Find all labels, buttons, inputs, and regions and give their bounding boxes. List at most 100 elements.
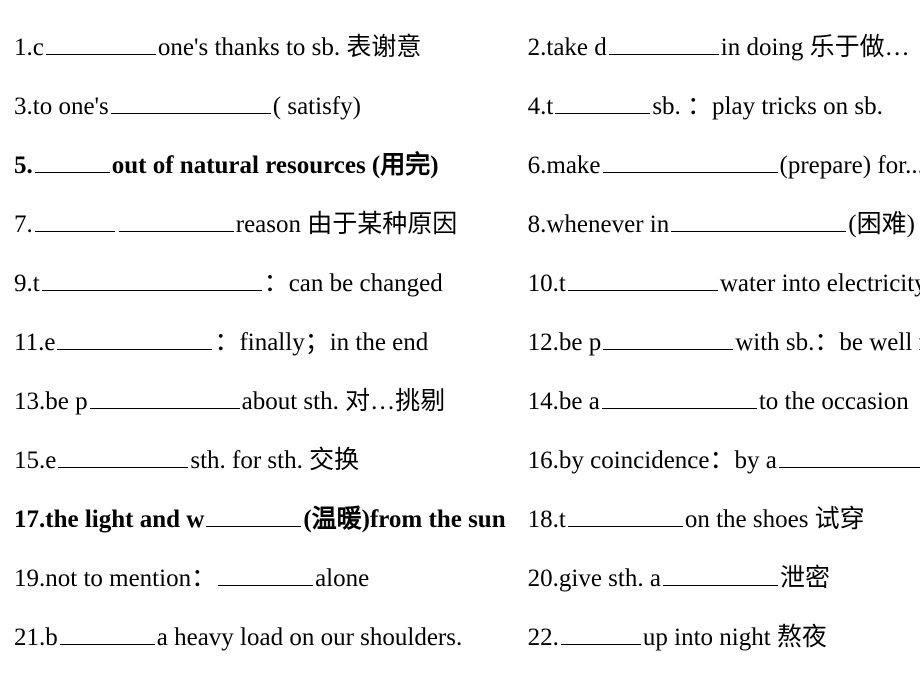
worksheet-item: 8. whenever in (困难) bbox=[528, 195, 920, 254]
fill-blank[interactable] bbox=[603, 152, 778, 173]
fill-blank[interactable] bbox=[603, 329, 733, 350]
pre-text: take d bbox=[546, 18, 606, 77]
item-number: 6. bbox=[528, 136, 547, 195]
fill-blank[interactable] bbox=[111, 93, 271, 114]
pre-text: e bbox=[45, 431, 56, 490]
fill-blank[interactable] bbox=[90, 388, 240, 409]
fill-blank[interactable] bbox=[35, 152, 110, 173]
worksheet-grid: 1. c one's thanks to sb. 表谢意2. take d in… bbox=[14, 18, 906, 667]
worksheet-item: 22. up into night 熬夜 bbox=[528, 608, 920, 667]
pre-text: be a bbox=[559, 372, 600, 431]
pre-text: c bbox=[33, 18, 44, 77]
fill-blank[interactable] bbox=[46, 34, 156, 55]
item-number: 16. bbox=[528, 431, 559, 490]
item-number: 22. bbox=[528, 608, 559, 667]
fill-blank[interactable] bbox=[57, 329, 212, 350]
worksheet-item: 9. t：can be changed bbox=[14, 254, 506, 313]
worksheet-item: 6. make (prepare) for... bbox=[528, 136, 920, 195]
post-text: (温暖)from the sun bbox=[303, 490, 505, 549]
worksheet-item: 5. out of natural resources (用完) bbox=[14, 136, 506, 195]
fill-blank[interactable] bbox=[555, 93, 650, 114]
post-text: ：finally；in the end bbox=[214, 313, 428, 372]
post-text: (prepare) for... bbox=[780, 136, 920, 195]
worksheet-item: 13. be p about sth. 对…挑剔 bbox=[14, 372, 506, 431]
worksheet-item: 12. be p with sb.：be well received bbox=[528, 313, 920, 372]
pre-text: not to mention： bbox=[45, 549, 216, 608]
pre-text: give sth. a bbox=[559, 549, 661, 608]
item-number: 2. bbox=[528, 18, 547, 77]
item-number: 13. bbox=[14, 372, 45, 431]
item-number: 19. bbox=[14, 549, 45, 608]
pre-text: by coincidence：by a bbox=[559, 431, 777, 490]
item-number: 7. bbox=[14, 195, 33, 254]
fill-blank[interactable] bbox=[206, 506, 301, 527]
worksheet-item: 18. t on the shoes 试穿 bbox=[528, 490, 920, 549]
fill-blank[interactable] bbox=[609, 34, 719, 55]
worksheet-item: 16.by coincidence：by a bbox=[528, 431, 920, 490]
item-number: 18. bbox=[528, 490, 559, 549]
item-number: 8. bbox=[528, 195, 547, 254]
post-text: in doing 乐于做… bbox=[721, 18, 910, 77]
pre-text: the light and w bbox=[45, 490, 204, 549]
fill-blank[interactable] bbox=[602, 388, 757, 409]
item-number: 21. bbox=[14, 608, 45, 667]
post-text: with sb.：be well received bbox=[735, 313, 920, 372]
worksheet-item: 2. take d in doing 乐于做… bbox=[528, 18, 920, 77]
fill-blank[interactable] bbox=[119, 211, 234, 232]
item-number: 11. bbox=[14, 313, 44, 372]
pre-text: t bbox=[559, 490, 566, 549]
pre-text: b bbox=[45, 608, 58, 667]
worksheet-item: 21. b a heavy load on our shoulders. bbox=[14, 608, 506, 667]
fill-blank[interactable] bbox=[42, 270, 262, 291]
post-text: sb. ：play tricks on sb. bbox=[652, 77, 883, 136]
post-text: ( satisfy) bbox=[273, 77, 361, 136]
post-text: water into electricity(变) bbox=[720, 254, 920, 313]
worksheet-item: 15. e sth. for sth. 交换 bbox=[14, 431, 506, 490]
pre-text: t bbox=[546, 77, 553, 136]
post-text: out of natural resources (用完) bbox=[112, 136, 439, 195]
post-text: 泄密 bbox=[780, 549, 830, 608]
worksheet-item: 3. to one's ( satisfy) bbox=[14, 77, 506, 136]
worksheet-item: 7. reason 由于某种原因 bbox=[14, 195, 506, 254]
item-number: 12. bbox=[528, 313, 559, 372]
pre-text: be p bbox=[45, 372, 87, 431]
fill-blank[interactable] bbox=[35, 211, 115, 232]
fill-blank[interactable] bbox=[671, 211, 846, 232]
post-text: to the occasion（适合） bbox=[759, 372, 920, 431]
pre-text: be p bbox=[559, 313, 601, 372]
worksheet-item: 4. t sb. ：play tricks on sb. bbox=[528, 77, 920, 136]
pre-text: make bbox=[546, 136, 600, 195]
fill-blank[interactable] bbox=[58, 447, 188, 468]
fill-blank[interactable] bbox=[218, 565, 313, 586]
item-number: 1. bbox=[14, 18, 33, 77]
pre-text: t bbox=[559, 254, 566, 313]
worksheet-item: 17. the light and w (温暖)from the sun bbox=[14, 490, 506, 549]
fill-blank[interactable] bbox=[568, 506, 683, 527]
post-text: (困难) bbox=[848, 195, 915, 254]
item-number: 3. bbox=[14, 77, 33, 136]
worksheet-item: 10. t water into electricity(变) bbox=[528, 254, 920, 313]
item-number: 17. bbox=[14, 490, 45, 549]
fill-blank[interactable] bbox=[779, 447, 920, 468]
post-text: about sth. 对…挑剔 bbox=[242, 372, 445, 431]
item-number: 5. bbox=[14, 136, 33, 195]
post-text: up into night 熬夜 bbox=[643, 608, 827, 667]
worksheet-item: 11. e ：finally；in the end bbox=[14, 313, 506, 372]
post-text: ：can be changed bbox=[264, 254, 443, 313]
item-number: 9. bbox=[14, 254, 33, 313]
pre-text: to one's bbox=[33, 77, 109, 136]
worksheet-item: 19. not to mention： alone bbox=[14, 549, 506, 608]
fill-blank[interactable] bbox=[663, 565, 778, 586]
post-text: on the shoes 试穿 bbox=[685, 490, 865, 549]
worksheet-item: 14. be a to the occasion（适合） bbox=[528, 372, 920, 431]
fill-blank[interactable] bbox=[561, 624, 641, 645]
fill-blank[interactable] bbox=[60, 624, 155, 645]
fill-blank[interactable] bbox=[568, 270, 718, 291]
item-number: 14. bbox=[528, 372, 559, 431]
item-number: 15. bbox=[14, 431, 45, 490]
worksheet-item: 20. give sth. a 泄密 bbox=[528, 549, 920, 608]
pre-text: whenever in bbox=[546, 195, 669, 254]
item-number: 4. bbox=[528, 77, 547, 136]
post-text: a heavy load on our shoulders. bbox=[157, 608, 462, 667]
pre-text: e bbox=[44, 313, 55, 372]
